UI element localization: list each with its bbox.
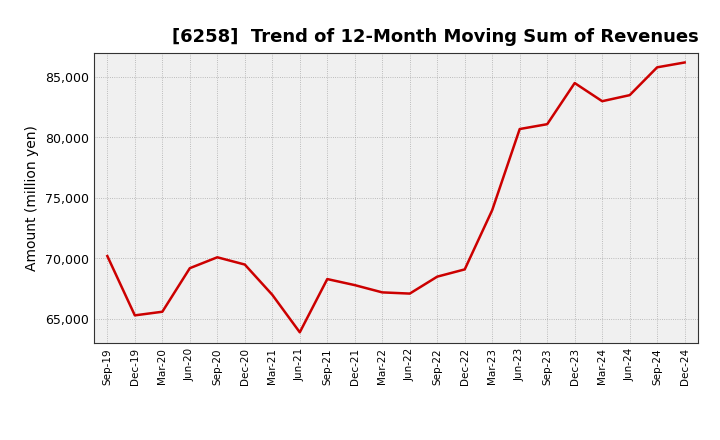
Y-axis label: Amount (million yen): Amount (million yen) (25, 125, 39, 271)
Text: [6258]  Trend of 12-Month Moving Sum of Revenues: [6258] Trend of 12-Month Moving Sum of R… (172, 28, 699, 46)
